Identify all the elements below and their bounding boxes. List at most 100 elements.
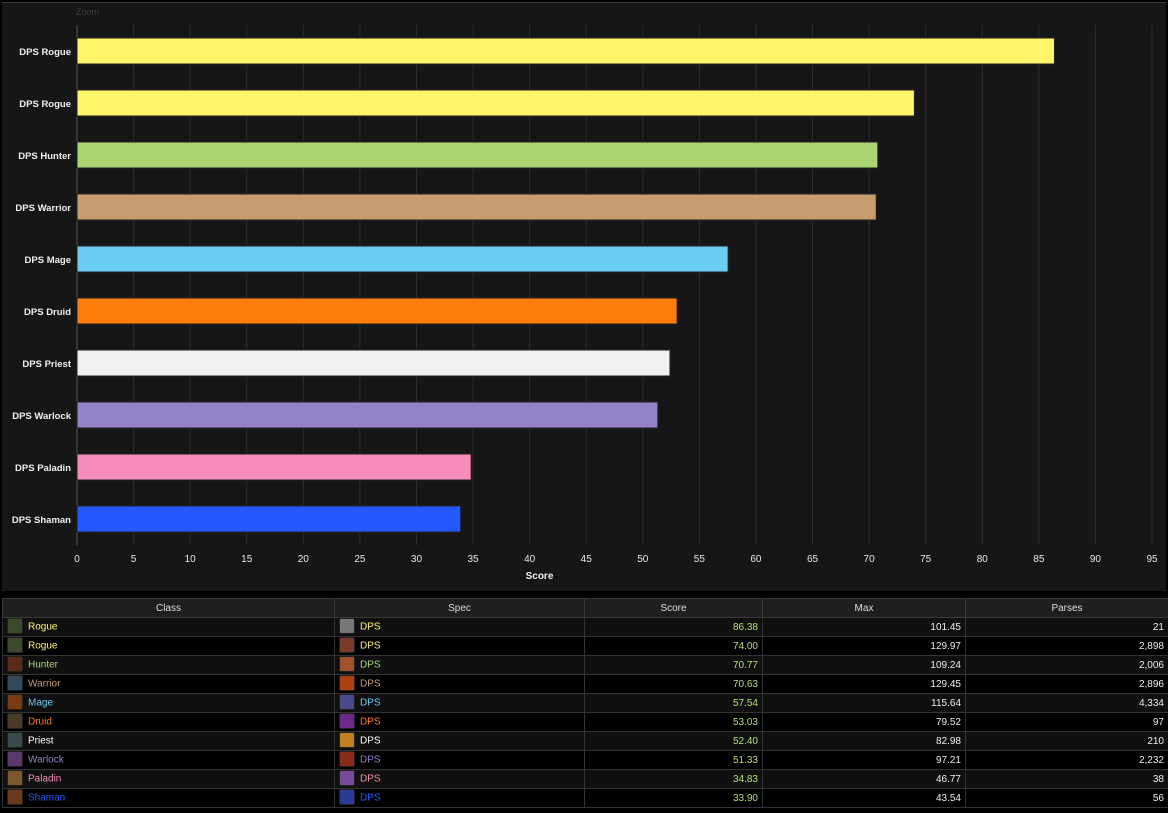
- spec-name[interactable]: DPS: [360, 640, 381, 652]
- destruction-icon: [339, 751, 355, 767]
- hunter-icon: [7, 656, 23, 672]
- fury-icon: [339, 675, 355, 691]
- bar[interactable]: [76, 193, 877, 221]
- table-body: Rogue DPS 86.38 101.45 21 Rogue DPS 74.00 129.97…: [2, 617, 1168, 808]
- parses-cell: 2,898: [965, 636, 1168, 656]
- bar[interactable]: [76, 89, 915, 117]
- rogue-icon: [7, 618, 23, 634]
- max-cell: 43.54: [762, 788, 966, 808]
- rogue-icon: [7, 637, 23, 653]
- spec-cell: DPS: [334, 731, 585, 751]
- class-name[interactable]: Mage: [28, 697, 54, 709]
- spec-name[interactable]: DPS: [360, 621, 381, 633]
- score-cell: 53.03: [584, 712, 763, 732]
- spec-cell: DPS: [334, 788, 585, 808]
- warrior-icon: [7, 675, 23, 691]
- header-score[interactable]: Score: [584, 598, 763, 618]
- spec-name[interactable]: DPS: [360, 678, 381, 690]
- bar[interactable]: [76, 37, 1055, 65]
- shadow-icon: [339, 732, 355, 748]
- bar[interactable]: [76, 245, 729, 273]
- table-row[interactable]: Mage DPS 57.54 115.64 4,334: [2, 693, 1168, 713]
- class-name[interactable]: Warlock: [28, 754, 64, 766]
- class-name[interactable]: Druid: [28, 716, 52, 728]
- spec-name[interactable]: DPS: [360, 792, 381, 804]
- beast-mastery-icon: [339, 656, 355, 672]
- score-cell: 52.40: [584, 731, 763, 751]
- table-row[interactable]: Warrior DPS 70.63 129.45 2,896: [2, 674, 1168, 694]
- class-name[interactable]: Priest: [28, 735, 54, 747]
- table-header-row: Class Spec Score Max Parses: [2, 598, 1168, 618]
- table-row[interactable]: Rogue DPS 74.00 129.97 2,898: [2, 636, 1168, 656]
- header-spec[interactable]: Spec: [334, 598, 585, 618]
- parses-cell: 2,896: [965, 674, 1168, 694]
- max-cell: 101.45: [762, 617, 966, 637]
- x-tick-label: 90: [1090, 554, 1102, 565]
- x-tick-label: 75: [920, 554, 932, 565]
- table-row[interactable]: Rogue DPS 86.38 101.45 21: [2, 617, 1168, 637]
- zoom-label[interactable]: Zoom: [76, 7, 100, 17]
- class-name[interactable]: Hunter: [28, 659, 59, 671]
- bar[interactable]: [76, 453, 472, 481]
- score-cell: 51.33: [584, 750, 763, 770]
- table-row[interactable]: Shaman DPS 33.90 43.54 56: [2, 788, 1168, 808]
- bar[interactable]: [76, 505, 462, 533]
- class-name[interactable]: Rogue: [28, 621, 58, 633]
- spec-name[interactable]: DPS: [360, 697, 381, 709]
- table-row[interactable]: Warlock DPS 51.33 97.21 2,232: [2, 750, 1168, 770]
- max-cell: 97.21: [762, 750, 966, 770]
- category-label: DPS Rogue: [19, 99, 71, 110]
- parses-cell: 38: [965, 769, 1168, 789]
- x-tick-label: 85: [1033, 554, 1045, 565]
- category-label: DPS Mage: [25, 255, 71, 266]
- class-cell: Druid: [2, 712, 335, 732]
- x-tick-label: 80: [977, 554, 989, 565]
- x-tick-label: 60: [750, 554, 762, 565]
- score-cell: 86.38: [584, 617, 763, 637]
- table-row[interactable]: Druid DPS 53.03 79.52 97: [2, 712, 1168, 732]
- enhancement-icon: [339, 789, 355, 805]
- retribution-icon: [339, 770, 355, 786]
- max-cell: 129.45: [762, 674, 966, 694]
- bar[interactable]: [76, 141, 879, 169]
- x-tick-label: 95: [1146, 554, 1158, 565]
- max-cell: 109.24: [762, 655, 966, 675]
- table-row[interactable]: Hunter DPS 70.77 109.24 2,006: [2, 655, 1168, 675]
- class-name[interactable]: Shaman: [28, 792, 66, 804]
- class-name[interactable]: Paladin: [28, 773, 62, 785]
- spec-cell: DPS: [334, 750, 585, 770]
- category-label: DPS Hunter: [18, 151, 71, 162]
- category-label: DPS Warlock: [12, 411, 71, 422]
- parses-cell: 2,232: [965, 750, 1168, 770]
- max-cell: 82.98: [762, 731, 966, 751]
- class-cell: Rogue: [2, 617, 335, 637]
- class-name[interactable]: Rogue: [28, 640, 58, 652]
- bar-chart: 0 5 10 15 20 25 30 35 40 45 50 55 60 65 70 75 80 85 90 95 DP…: [12, 25, 1158, 582]
- x-tick-label: 35: [467, 554, 479, 565]
- table-row[interactable]: Priest DPS 52.40 82.98 210: [2, 731, 1168, 751]
- spec-name[interactable]: DPS: [360, 735, 381, 747]
- spec-name[interactable]: DPS: [360, 773, 381, 785]
- parses-cell: 4,334: [965, 693, 1168, 713]
- header-class[interactable]: Class: [2, 598, 335, 618]
- class-cell: Mage: [2, 693, 335, 713]
- x-tick-label: 40: [524, 554, 536, 565]
- paladin-icon: [7, 770, 23, 786]
- spec-cell: DPS: [334, 674, 585, 694]
- class-cell: Paladin: [2, 769, 335, 789]
- header-parses[interactable]: Parses: [965, 598, 1168, 618]
- x-tick-label: 70: [864, 554, 876, 565]
- bar[interactable]: [76, 297, 678, 325]
- mage-icon: [7, 694, 23, 710]
- spec-cell: DPS: [334, 617, 585, 637]
- bar[interactable]: [76, 349, 671, 377]
- spec-name[interactable]: DPS: [360, 659, 381, 671]
- bar[interactable]: [76, 401, 659, 429]
- header-max[interactable]: Max: [762, 598, 966, 618]
- spec-name[interactable]: DPS: [360, 754, 381, 766]
- parses-cell: 21: [965, 617, 1168, 637]
- class-name[interactable]: Warrior: [28, 678, 61, 690]
- table-row[interactable]: Paladin DPS 34.83 46.77 38: [2, 769, 1168, 789]
- spec-name[interactable]: DPS: [360, 716, 381, 728]
- class-cell: Priest: [2, 731, 335, 751]
